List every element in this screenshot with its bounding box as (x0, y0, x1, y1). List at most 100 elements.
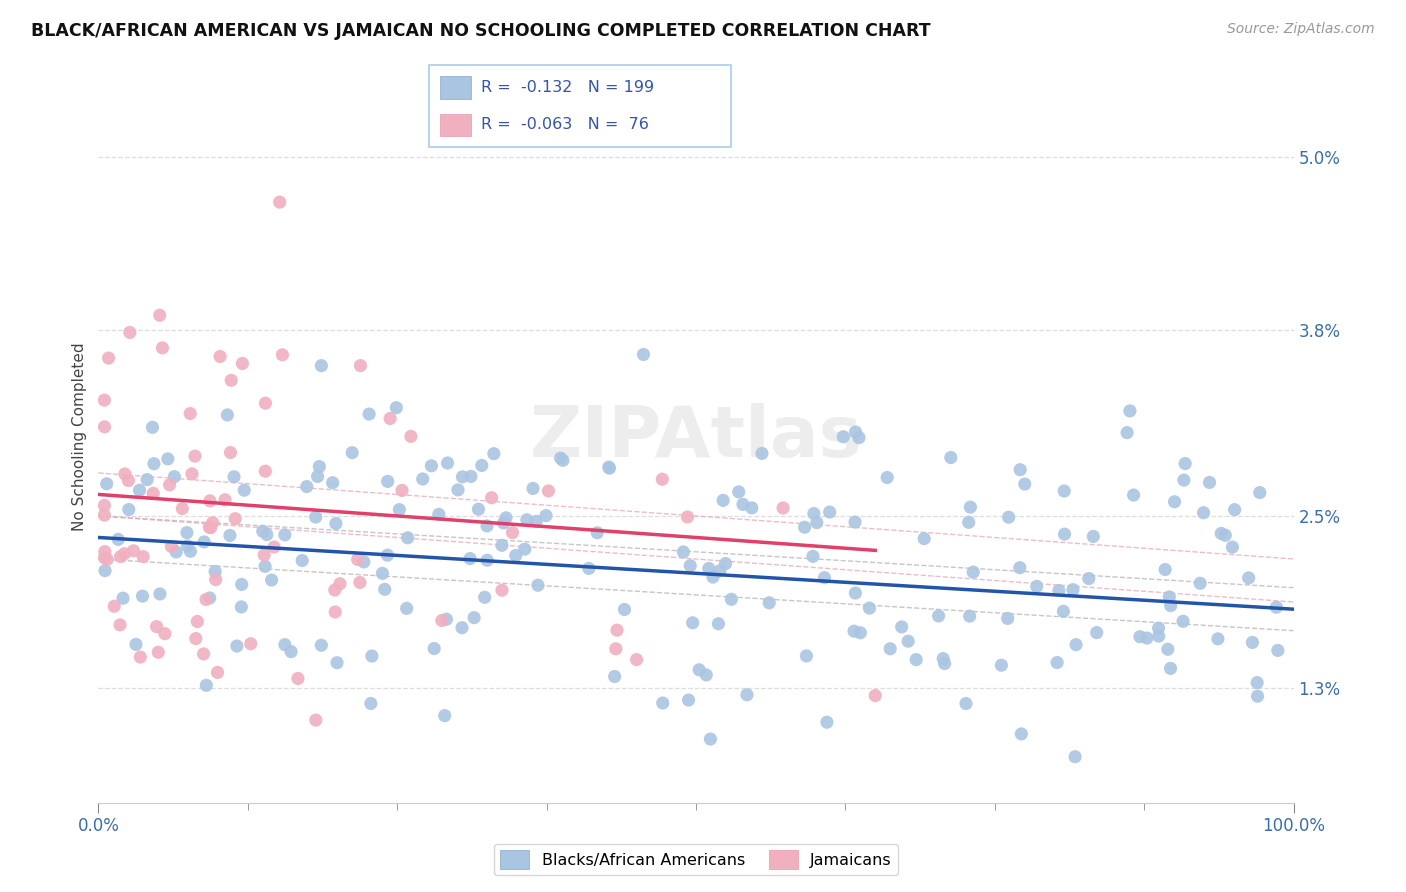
Point (93, 420, 115, 434)
Point (1083, 529, 1105, 543)
Point (427, 508, 450, 522)
Point (96, 552, 118, 566)
Point (94, 564, 117, 578)
Point (204, 565, 226, 579)
Point (491, 538, 513, 552)
Point (142, 457, 165, 471)
Point (688, 663, 710, 677)
Point (122, 544, 145, 558)
Point (153, 626, 176, 640)
Point (865, 689, 887, 703)
Point (233, 483, 256, 498)
Point (682, 615, 704, 630)
Point (1064, 749, 1087, 764)
Point (672, 545, 695, 559)
Point (1064, 638, 1087, 652)
Point (897, 634, 920, 648)
Point (96, 476, 118, 491)
Point (430, 614, 453, 628)
Point (751, 446, 773, 460)
Point (1171, 615, 1194, 629)
Point (111, 591, 134, 606)
Text: ZIPAtlas: ZIPAtlas (530, 402, 862, 472)
Point (118, 502, 141, 516)
Point (163, 469, 186, 483)
Point (1246, 675, 1268, 690)
Point (256, 527, 278, 541)
Point (93, 393, 115, 408)
Point (176, 539, 198, 553)
Point (990, 658, 1012, 673)
Point (349, 575, 371, 590)
Point (1122, 488, 1144, 502)
Point (905, 652, 928, 666)
Point (626, 652, 648, 666)
Point (252, 524, 274, 539)
Point (128, 483, 150, 498)
Point (198, 520, 221, 534)
Point (377, 475, 399, 489)
Point (1047, 583, 1070, 598)
Point (254, 396, 277, 410)
Point (323, 582, 346, 597)
Point (818, 505, 841, 519)
Point (1014, 477, 1036, 491)
Point (274, 528, 297, 542)
Point (176, 525, 198, 540)
Point (1085, 625, 1108, 640)
Point (1222, 540, 1244, 554)
Point (934, 657, 956, 671)
Point (274, 638, 297, 652)
Point (219, 445, 242, 459)
Point (676, 510, 699, 524)
Point (849, 625, 872, 640)
Point (1173, 473, 1195, 487)
Point (160, 540, 183, 554)
Point (806, 516, 828, 530)
Point (204, 573, 226, 587)
Point (955, 697, 977, 711)
Point (1062, 582, 1084, 597)
Y-axis label: No Schooling Completed: No Schooling Completed (72, 343, 87, 532)
Point (148, 645, 170, 659)
Point (371, 566, 394, 581)
Point (606, 623, 628, 637)
Point (1077, 572, 1099, 586)
Point (505, 549, 527, 563)
Point (1119, 404, 1142, 418)
Point (1189, 576, 1212, 591)
Point (396, 531, 419, 545)
Point (714, 557, 737, 571)
Point (132, 549, 155, 564)
Point (959, 500, 981, 515)
Point (1249, 485, 1271, 500)
Point (195, 592, 218, 607)
Point (172, 501, 194, 516)
Point (184, 449, 207, 463)
Point (207, 665, 229, 680)
Point (1246, 689, 1268, 703)
Point (501, 525, 523, 540)
Point (1136, 631, 1159, 645)
Point (957, 516, 980, 530)
Point (295, 479, 318, 493)
Point (374, 582, 396, 597)
Point (219, 373, 242, 387)
Point (436, 456, 458, 470)
Point (311, 359, 333, 373)
Point (551, 453, 574, 467)
Point (679, 558, 702, 573)
Point (1223, 502, 1246, 516)
Point (1046, 656, 1069, 670)
Point (198, 494, 221, 508)
Point (492, 516, 515, 530)
Legend: Blacks/African Americans, Jamaicans: Blacks/African Americans, Jamaicans (494, 844, 898, 875)
Point (201, 516, 224, 530)
Point (225, 639, 247, 653)
Point (253, 548, 276, 562)
Point (193, 535, 215, 549)
Point (136, 473, 159, 487)
Point (793, 520, 815, 534)
Point (727, 484, 749, 499)
Point (939, 450, 962, 465)
